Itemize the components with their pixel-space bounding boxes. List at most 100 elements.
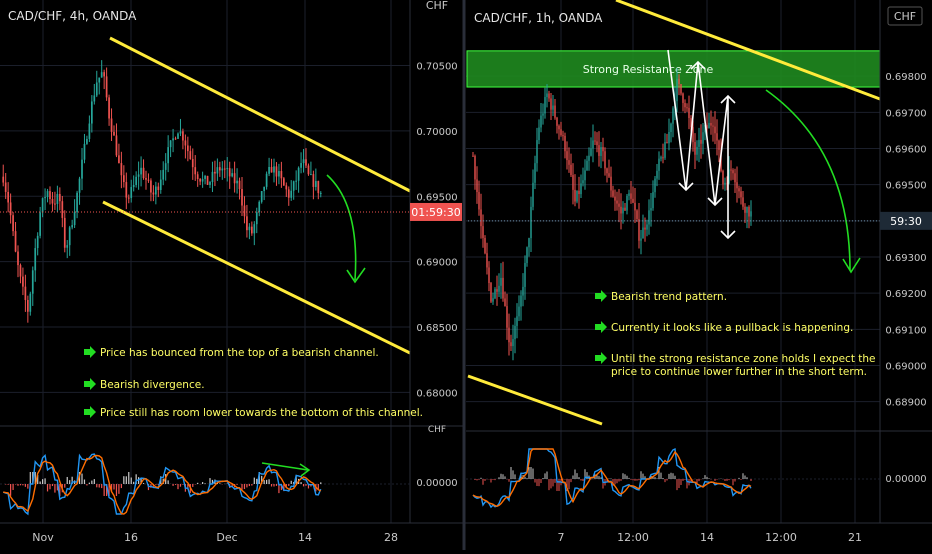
candle-body — [260, 191, 263, 202]
candle-body — [750, 211, 752, 217]
candle-body — [710, 122, 712, 126]
candle-body — [61, 201, 64, 218]
right-price-tag — [880, 211, 932, 230]
candle-body — [744, 206, 746, 213]
candle-body — [722, 170, 724, 185]
candle-body — [24, 286, 27, 301]
signal-line — [3, 454, 322, 515]
candle-body — [682, 93, 684, 103]
candle-body — [169, 140, 172, 148]
candle-body — [628, 193, 630, 196]
candle-body — [580, 183, 582, 195]
candle-body — [508, 327, 510, 343]
zigzag-arrowheads — [678, 60, 736, 240]
candle-body — [568, 160, 570, 165]
candle-body — [690, 118, 692, 128]
candle-body — [142, 167, 145, 179]
price-tick-label: 0.69500 — [885, 181, 926, 192]
price-tick-label: 0.68000 — [416, 388, 457, 399]
right-currency-label: CHF — [894, 10, 916, 23]
candle-body — [642, 227, 644, 239]
candle-body — [78, 178, 81, 193]
channel-bottom-line[interactable] — [102, 200, 411, 355]
candle-body — [22, 276, 24, 287]
candle-body — [564, 135, 566, 152]
candle-body — [314, 181, 317, 187]
time-tick-label: 21 — [848, 531, 862, 544]
right-time-axis[interactable]: 7 12:00 14 12:00 21 — [558, 531, 863, 544]
candle-body — [740, 191, 742, 198]
right-annotation-1: Bearish trend pattern. — [595, 290, 727, 303]
price-tick-label: 0.69500 — [416, 192, 457, 203]
candle-body — [606, 168, 608, 174]
candle-body — [592, 140, 594, 149]
right-macd-zero-label: 0.00000 — [885, 474, 926, 485]
candle-body — [558, 125, 560, 130]
candle-body — [478, 192, 480, 210]
candle-body — [159, 179, 162, 190]
candle-body — [532, 182, 534, 207]
candle-body — [504, 298, 506, 307]
candle-body — [292, 181, 295, 191]
candle-body — [514, 325, 516, 340]
candle-body — [734, 173, 736, 183]
candle-body — [612, 190, 614, 197]
candle-body — [490, 283, 492, 302]
channel-top-line[interactable] — [109, 36, 411, 193]
resistance-zone-label: Strong Resistance Zone — [583, 63, 714, 76]
candle-body — [626, 195, 628, 211]
time-tick-label: Dec — [216, 531, 237, 544]
candle-body — [275, 166, 278, 177]
price-tick-label: 0.69700 — [885, 108, 926, 119]
candle-body — [550, 98, 552, 110]
left-grid — [0, 0, 410, 523]
candle-body — [668, 131, 670, 144]
candle-body — [162, 169, 165, 180]
candle-body — [544, 97, 546, 114]
candle-body — [103, 72, 106, 77]
candle-body — [268, 166, 270, 174]
candle-body — [696, 146, 698, 155]
candle-body — [250, 226, 253, 234]
trend-support-line[interactable] — [467, 374, 603, 426]
candle-body — [694, 142, 696, 155]
candle-body — [127, 197, 130, 199]
candle-body — [54, 203, 56, 205]
candle-body — [83, 143, 86, 160]
candle-body — [648, 210, 650, 225]
candle-body — [209, 182, 211, 185]
trend-resistance-line[interactable] — [615, 0, 881, 101]
candle-body — [248, 226, 251, 231]
candle-body — [512, 339, 514, 347]
candle-body — [41, 198, 44, 213]
candle-body — [688, 107, 690, 119]
left-time-axis[interactable]: Nov 16 Dec 14 28 — [32, 531, 398, 544]
candle-body — [670, 123, 672, 132]
candle-body — [636, 210, 638, 219]
candle-body — [492, 298, 494, 302]
resistance-zone[interactable] — [466, 50, 881, 88]
candle-body — [307, 165, 310, 175]
candle-body — [310, 174, 312, 176]
candle-body — [680, 84, 682, 94]
projection-arrow-left-head — [346, 267, 366, 284]
left-price-axis[interactable]: 0.70500 0.70000 0.69500 0.69000 0.68500 0.680… — [416, 62, 457, 400]
svg-text:Price has bounced from the top: Price has bounced from the top of a bear… — [100, 347, 379, 359]
candle-body — [704, 125, 706, 133]
right-currency-badge[interactable] — [887, 6, 923, 26]
price-tick-label: 0.69000 — [885, 362, 926, 373]
candle-body — [270, 166, 273, 173]
svg-text:Bearish divergence.: Bearish divergence. — [100, 379, 205, 391]
candle-body — [738, 188, 740, 192]
candle-body — [317, 181, 320, 194]
candle-body — [273, 166, 275, 173]
candle-body — [646, 224, 648, 230]
candle-body — [724, 182, 726, 185]
candle-body — [700, 139, 702, 144]
candle-body — [214, 171, 216, 174]
candle-body — [44, 197, 46, 199]
candle-body — [554, 105, 556, 118]
candle-body — [302, 159, 305, 164]
time-tick-label: 12:00 — [765, 531, 797, 544]
